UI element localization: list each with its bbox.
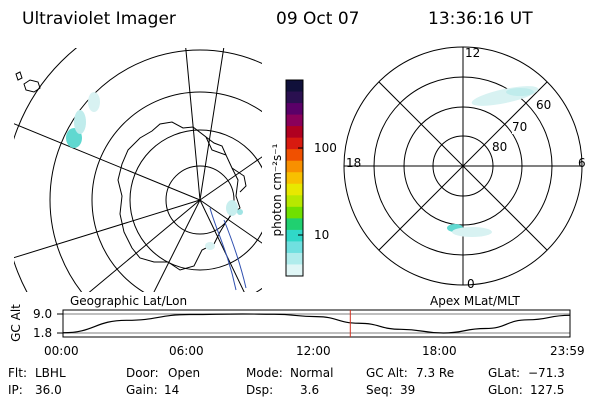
- colorbar-segment: [286, 218, 303, 231]
- glat-value: −71.3: [528, 366, 565, 380]
- geo-plot-title: Geographic Lat/Lon: [70, 294, 188, 308]
- colorbar-segment: [286, 172, 303, 185]
- island-outline: [23, 79, 41, 93]
- mode-label: Mode:: [246, 366, 283, 380]
- colorbar-segment: [286, 229, 303, 242]
- dsp-label: Dsp:: [246, 383, 274, 397]
- meridian-line: [14, 123, 201, 201]
- ip-label: IP:: [8, 383, 23, 397]
- instrument-title: Ultraviolet Imager: [22, 9, 176, 29]
- gc-alt-value: 7.3 Re: [416, 366, 455, 380]
- lat-label-80: 80: [492, 140, 508, 154]
- colorbar-segment: [286, 91, 303, 104]
- colorbar-segment: [286, 252, 303, 265]
- mlt-label-6: 6: [578, 156, 586, 170]
- polar-plot-title: Apex MLat/MLT: [430, 294, 520, 308]
- glon-label: GLon:: [488, 383, 523, 397]
- colorbar-unit-label: photon cm⁻²s⁻¹: [270, 143, 284, 237]
- mlt-label-12: 12: [465, 46, 481, 60]
- lat-label-60: 60: [536, 98, 552, 112]
- meridian-line: [199, 199, 245, 292]
- mlt-label-0: 0: [467, 277, 475, 291]
- door-value: Open: [168, 366, 201, 380]
- colorbar-tick-100: 100: [314, 141, 337, 155]
- observation-date: 09 Oct 07: [276, 9, 360, 29]
- altitude-ytick-max: 9.0: [33, 307, 53, 321]
- dsp-value: 3.6: [300, 383, 320, 397]
- colorbar-segment: [286, 149, 303, 162]
- colorbar-segment: [286, 195, 303, 208]
- meridian-line: [153, 199, 201, 292]
- polar-plot: [343, 46, 583, 286]
- lat-circle: [129, 129, 262, 271]
- magnetic-meridian: [209, 207, 237, 291]
- mlt-diagonal: [378, 81, 548, 251]
- xtick-1800: 18:00: [422, 344, 457, 358]
- magnetic-meridian: [223, 219, 247, 289]
- colorbar-segment: [286, 103, 303, 116]
- altitude-ylabel: GC Alt: [9, 304, 23, 342]
- aurora-emission: [66, 92, 243, 250]
- altitude-chart: [57, 309, 571, 338]
- altitude-ytick-min: 1.8: [33, 326, 53, 340]
- glat-label: GLat:: [488, 366, 521, 380]
- gain-label: Gain:: [126, 383, 158, 397]
- geographic-map: [14, 48, 262, 292]
- meridian-line: [199, 199, 262, 244]
- colorbar-segment: [286, 160, 303, 173]
- lat-circle: [49, 49, 262, 292]
- colorbar-segment: [286, 80, 303, 93]
- xtick-2359: 23:59: [550, 344, 585, 358]
- door-label: Door:: [126, 366, 159, 380]
- colorbar-segment: [286, 114, 303, 127]
- lat-circle: [165, 165, 235, 235]
- lat-label-70: 70: [512, 120, 528, 134]
- filter-value: LBHL: [35, 366, 66, 380]
- colorbar-segment: [286, 137, 303, 150]
- colorbar-segment: [286, 206, 303, 219]
- seq-label: Seq:: [366, 383, 393, 397]
- aurora-emission: [447, 86, 539, 237]
- series-altitude: [62, 310, 570, 337]
- colorbar-frame: [285, 79, 304, 277]
- antarctica-coastline: [117, 121, 241, 271]
- seq-value: 39: [400, 383, 416, 397]
- chart-frame: [62, 309, 571, 338]
- filter-label: Flt:: [8, 366, 27, 380]
- mlt-label-18: 18: [346, 156, 362, 170]
- xtick-0600: 06:00: [169, 344, 204, 358]
- gc-alt-label: GC Alt:: [366, 366, 408, 380]
- altitude-line: [62, 313, 570, 334]
- mode-value: Normal: [290, 366, 334, 380]
- meridian-line: [88, 199, 201, 292]
- xtick-1200: 12:00: [296, 344, 331, 358]
- lat-circle: [91, 91, 262, 292]
- colorbar: [285, 79, 304, 277]
- ip-value: 36.0: [35, 383, 62, 397]
- meridian-line: [14, 199, 201, 259]
- colorbar-segment: [286, 241, 303, 254]
- colorbar-tick-10: 10: [314, 228, 330, 242]
- coast-detail: [231, 167, 247, 193]
- gain-value: 14: [164, 383, 180, 397]
- colorbar-segment: [286, 264, 303, 277]
- xtick-0000: 00:00: [44, 344, 79, 358]
- observation-time: 13:36:16 UT: [428, 9, 533, 29]
- colorbar-segment: [286, 183, 303, 196]
- island-outline: [15, 71, 23, 81]
- meridian-line: [199, 48, 225, 201]
- glon-value: 127.5: [530, 383, 565, 397]
- colorbar-segment: [286, 126, 303, 139]
- meridian-line: [185, 48, 201, 201]
- coast-detail: [205, 136, 227, 156]
